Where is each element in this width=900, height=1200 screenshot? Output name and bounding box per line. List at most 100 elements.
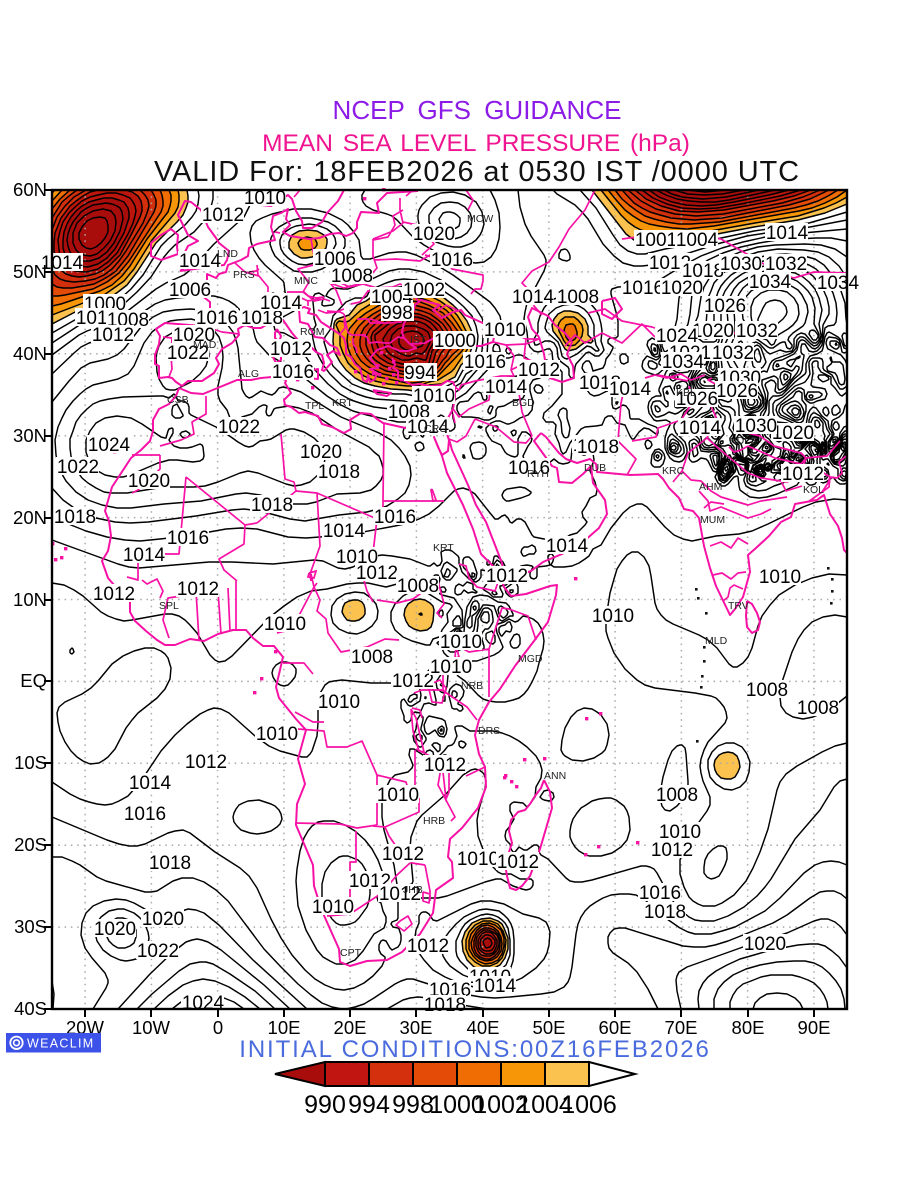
svg-text:1032: 1032 — [765, 254, 807, 275]
svg-text:1014: 1014 — [474, 976, 517, 997]
svg-text:1020: 1020 — [692, 321, 734, 342]
svg-text:1014: 1014 — [129, 773, 172, 794]
svg-text:1010: 1010 — [440, 632, 482, 653]
svg-text:AHM: AHM — [699, 481, 722, 493]
svg-text:MGD: MGD — [518, 653, 543, 665]
svg-text:0: 0 — [213, 1017, 223, 1038]
svg-text:DUB: DUB — [584, 462, 606, 474]
svg-text:20S: 20S — [14, 834, 47, 855]
svg-text:ALG: ALG — [238, 368, 259, 380]
svg-text:40E: 40E — [467, 1017, 500, 1038]
svg-text:1010: 1010 — [336, 547, 378, 568]
svg-text:MUM: MUM — [700, 514, 725, 526]
svg-text:CRO: CRO — [424, 423, 447, 435]
svg-text:40N: 40N — [13, 343, 47, 364]
svg-text:SPL: SPL — [159, 600, 179, 612]
svg-text:1018: 1018 — [682, 261, 724, 282]
svg-text:1010: 1010 — [413, 386, 455, 407]
svg-text:1026: 1026 — [676, 389, 718, 410]
svg-text:1034: 1034 — [662, 352, 705, 373]
svg-text:1014: 1014 — [123, 545, 166, 566]
svg-text:MEAN SEA LEVEL PRESSURE (hPa): MEAN SEA LEVEL PRESSURE (hPa) — [262, 130, 690, 157]
svg-text:CSB: CSB — [167, 394, 189, 406]
svg-text:1008: 1008 — [557, 287, 599, 308]
svg-text:1000: 1000 — [434, 331, 476, 352]
svg-text:1010: 1010 — [312, 897, 354, 918]
svg-text:1010: 1010 — [484, 320, 526, 341]
svg-text:1010: 1010 — [759, 567, 801, 588]
svg-text:998: 998 — [392, 1091, 434, 1119]
svg-text:70E: 70E — [665, 1017, 698, 1038]
svg-text:PRS: PRS — [233, 269, 255, 281]
svg-text:1018: 1018 — [251, 495, 293, 516]
svg-text:1006: 1006 — [314, 249, 356, 270]
svg-text:1014: 1014 — [260, 293, 303, 314]
svg-text:1012: 1012 — [782, 464, 824, 485]
svg-text:1014: 1014 — [179, 251, 222, 272]
svg-text:1018: 1018 — [644, 902, 686, 923]
svg-text:1006: 1006 — [169, 280, 211, 301]
svg-text:1010: 1010 — [659, 822, 701, 843]
svg-text:1022: 1022 — [218, 417, 260, 438]
svg-text:1016: 1016 — [374, 507, 416, 528]
svg-text:1014: 1014 — [485, 377, 528, 398]
svg-text:NCEP GFS GUIDANCE: NCEP GFS GUIDANCE — [333, 95, 622, 125]
svg-text:1016: 1016 — [167, 528, 209, 549]
svg-text:HRB: HRB — [423, 815, 445, 827]
svg-text:1016: 1016 — [639, 883, 681, 904]
svg-text:994: 994 — [348, 1091, 390, 1119]
svg-text:1008: 1008 — [331, 266, 373, 287]
svg-text:1022: 1022 — [57, 457, 99, 478]
svg-text:1020: 1020 — [413, 224, 455, 245]
svg-text:IST: IST — [410, 334, 427, 346]
svg-text:1024: 1024 — [656, 326, 699, 347]
svg-text:1020: 1020 — [94, 919, 136, 940]
svg-text:1020: 1020 — [173, 325, 215, 346]
svg-text:1032: 1032 — [712, 343, 754, 364]
svg-text:1014: 1014 — [512, 287, 555, 308]
svg-text:BGD: BGD — [512, 397, 535, 409]
svg-text:1002: 1002 — [473, 1091, 529, 1119]
svg-text:1008: 1008 — [351, 647, 393, 668]
svg-text:1030: 1030 — [720, 254, 762, 275]
svg-text:1012: 1012 — [379, 884, 421, 905]
svg-text:1006: 1006 — [561, 1091, 617, 1119]
svg-text:1012: 1012 — [518, 360, 560, 381]
svg-text:MLD: MLD — [705, 635, 728, 647]
svg-text:1004: 1004 — [517, 1091, 573, 1119]
svg-text:1012: 1012 — [486, 566, 528, 587]
svg-text:1008: 1008 — [397, 576, 439, 597]
svg-text:TRV: TRV — [728, 600, 749, 612]
svg-text:20W: 20W — [66, 1017, 105, 1038]
svg-text:1010: 1010 — [430, 657, 472, 678]
svg-text:50E: 50E — [533, 1017, 566, 1038]
svg-text:1026: 1026 — [704, 296, 746, 317]
svg-text:1012: 1012 — [92, 325, 134, 346]
svg-text:1012: 1012 — [202, 205, 244, 226]
svg-text:NDLS: NDLS — [729, 435, 757, 447]
svg-text:1012: 1012 — [407, 936, 449, 957]
svg-text:1018: 1018 — [54, 507, 96, 528]
svg-text:1010: 1010 — [377, 785, 419, 806]
svg-text:1012: 1012 — [649, 253, 691, 274]
svg-text:KOL: KOL — [803, 484, 824, 496]
svg-text:30E: 30E — [400, 1017, 433, 1038]
svg-text:1030: 1030 — [735, 416, 777, 437]
svg-text:10W: 10W — [132, 1017, 171, 1038]
svg-text:TPL: TPL — [305, 400, 324, 412]
svg-text:1034: 1034 — [817, 273, 860, 294]
svg-text:CPT: CPT — [340, 947, 362, 959]
svg-text:1020: 1020 — [661, 278, 703, 299]
svg-text:1012: 1012 — [497, 852, 539, 873]
svg-text:60N: 60N — [13, 179, 47, 200]
svg-text:90E: 90E — [798, 1017, 831, 1038]
svg-text:KBL: KBL — [676, 387, 696, 399]
svg-text:50N: 50N — [13, 261, 47, 282]
svg-text:1014: 1014 — [679, 418, 722, 439]
svg-text:1020: 1020 — [142, 909, 184, 930]
svg-text:1016: 1016 — [508, 458, 550, 479]
svg-text:20E: 20E — [334, 1017, 367, 1038]
svg-text:1012: 1012 — [392, 671, 434, 692]
svg-text:MAD: MAD — [193, 339, 217, 351]
svg-text:1012: 1012 — [270, 339, 312, 360]
